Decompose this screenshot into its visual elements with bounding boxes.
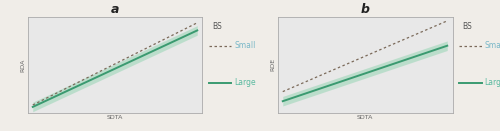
Text: Small: Small [484,41,500,50]
Text: Small: Small [234,41,256,50]
Title: a: a [111,3,119,16]
Text: Large: Large [234,78,256,87]
Text: Large: Large [484,78,500,87]
Y-axis label: ROA: ROA [20,58,25,72]
Text: BS: BS [462,22,472,31]
X-axis label: SDTA: SDTA [357,115,373,120]
Text: BS: BS [212,22,222,31]
Y-axis label: ROE: ROE [270,58,276,71]
X-axis label: SDTA: SDTA [107,115,123,120]
Title: b: b [360,3,370,16]
